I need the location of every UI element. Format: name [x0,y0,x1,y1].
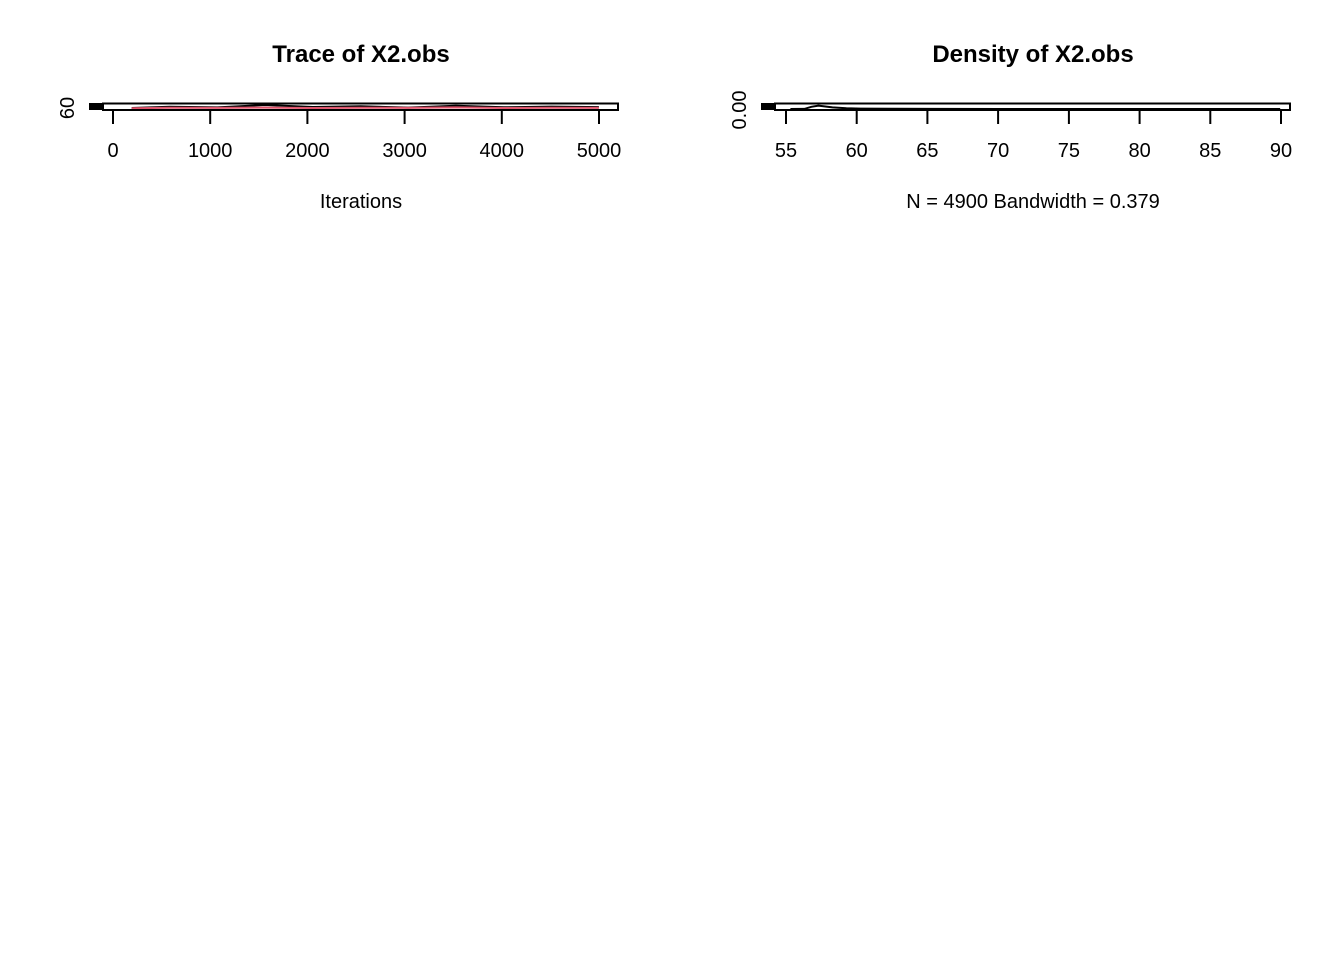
trace-x-tick-label: 5000 [577,140,622,162]
trace-y-tick-label: 60 [57,97,79,119]
trace-x-label: Iterations [320,191,402,213]
density-x-tick-label: 80 [1128,140,1150,162]
trace-panel: Trace of X2.obs 60 0 1000 2000 3000 4000… [57,41,621,213]
trace-y-tick-mark [89,103,103,110]
trace-title: Trace of X2.obs [272,41,449,68]
density-panel: Density of X2.obs 0.00 55 60 65 70 75 80… [729,41,1292,213]
density-x-tick-label: 55 [775,140,797,162]
trace-x-tick-label: 1000 [188,140,233,162]
trace-series-group [131,103,599,110]
density-series-line-0 [790,104,1281,110]
trace-x-tick-label: 4000 [480,140,525,162]
density-x-tick-label: 65 [916,140,938,162]
density-x-tick-label: 60 [846,140,868,162]
density-x-tick-label: 75 [1058,140,1080,162]
trace-x-tick-label: 2000 [285,140,330,162]
density-x-tick-label: 85 [1199,140,1221,162]
trace-x-axis: 0 1000 2000 3000 4000 5000 [107,109,622,162]
density-y-tick-label: 0.00 [729,91,751,130]
density-series-group [790,104,1281,110]
density-x-axis: 55 60 65 70 75 80 85 90 [775,109,1292,162]
density-x-tick-label: 70 [987,140,1009,162]
density-x-tick-label: 90 [1270,140,1292,162]
density-y-tick-mark [761,103,775,110]
trace-x-tick-label: 0 [107,140,118,162]
density-title: Density of X2.obs [932,41,1133,68]
trace-series-line-1 [131,106,599,110]
trace-x-tick-label: 3000 [382,140,427,162]
density-x-label: N = 4900 Bandwidth = 0.379 [906,191,1160,213]
